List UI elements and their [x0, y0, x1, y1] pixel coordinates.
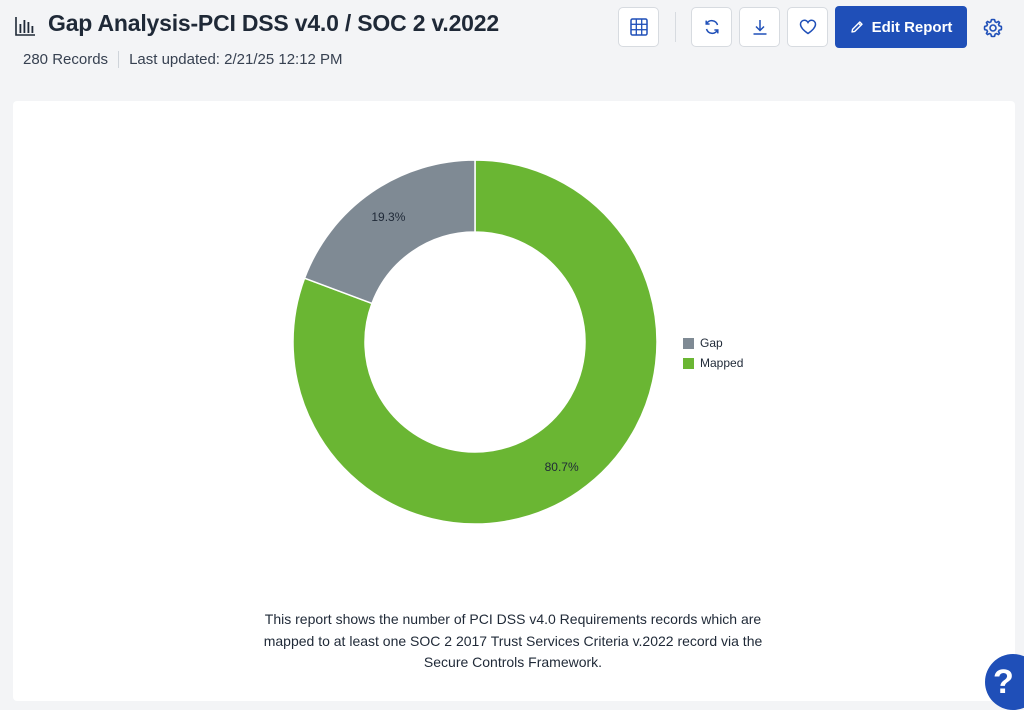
- edit-report-button[interactable]: Edit Report: [835, 6, 967, 48]
- slice-label-gap: 19.3%: [371, 210, 405, 224]
- edit-report-label: Edit Report: [871, 18, 953, 36]
- legend-item-mapped[interactable]: Mapped: [683, 353, 743, 373]
- bar-chart-icon: [15, 17, 35, 36]
- slice-label-mapped: 80.7%: [545, 460, 579, 474]
- donut-chart: 80.7% 19.3%: [292, 159, 658, 525]
- download-icon: [753, 20, 766, 35]
- legend-swatch: [683, 357, 694, 369]
- heart-icon: [799, 19, 816, 35]
- favorite-button[interactable]: [787, 7, 828, 47]
- grid-icon: [629, 18, 648, 36]
- report-card: 80.7% 19.3% Gap Mapped This report shows t…: [13, 101, 1015, 701]
- download-button[interactable]: [739, 7, 780, 47]
- report-header: Gap Analysis-PCI DSS v4.0 / SOC 2 v.2022…: [0, 0, 1024, 90]
- report-meta: 280 Records Last updated: 2/21/25 12:12 …: [23, 51, 343, 68]
- table-view-button[interactable]: [618, 7, 659, 47]
- refresh-button[interactable]: [691, 7, 732, 47]
- toolbar-divider: [675, 12, 676, 42]
- legend-item-gap[interactable]: Gap: [683, 333, 743, 353]
- pencil-icon: [850, 21, 863, 33]
- legend-swatch: [683, 337, 694, 349]
- last-updated: Last updated: 2/21/25 12:12 PM: [129, 51, 343, 68]
- legend-label: Mapped: [700, 356, 744, 370]
- slice-gap[interactable]: [303, 159, 476, 305]
- report-description: This report shows the number of PCI DSS …: [263, 611, 763, 670]
- chart-legend: Gap Mapped: [683, 333, 743, 373]
- meta-divider: [118, 51, 120, 68]
- page-title: Gap Analysis-PCI DSS v4.0 / SOC 2 v.2022: [48, 10, 499, 36]
- record-count: 280 Records: [23, 51, 109, 68]
- slice-mapped[interactable]: [292, 159, 658, 525]
- gear-icon[interactable]: [981, 16, 1005, 40]
- legend-label: Gap: [700, 336, 723, 350]
- refresh-icon: [704, 19, 719, 35]
